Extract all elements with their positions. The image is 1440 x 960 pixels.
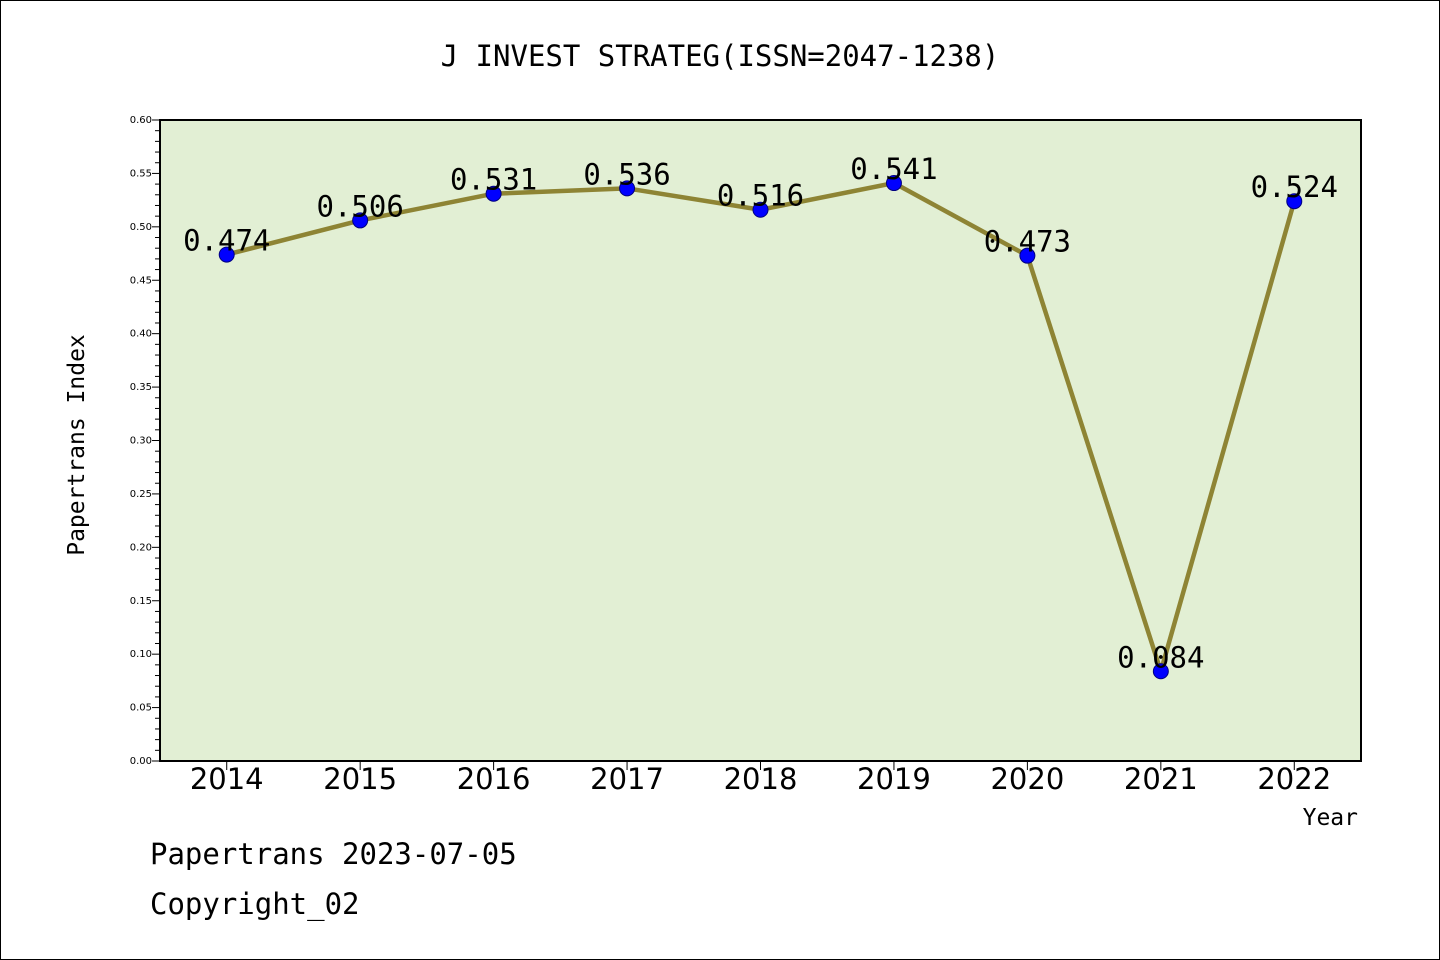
x-tick-label: 2020 [990,762,1064,796]
y-tick-label: 0.35 [130,382,152,393]
data-label: 0.084 [1117,640,1204,674]
x-tick-label: 2017 [590,762,664,796]
y-tick-label: 0.10 [130,649,152,660]
data-label: 0.474 [183,224,270,258]
chart-title: J INVEST STRATEG(ISSN=2047-1238) [441,39,1000,73]
y-tick-label: 0.50 [130,222,152,233]
y-tick-label: 0.05 [130,703,152,714]
data-point-marker [485,185,502,202]
y-tick-label: 0.40 [130,329,152,340]
data-label: 0.536 [583,157,670,191]
series-line-group: 0.474 0.506 0.531 0.536 0.516 0.541 0.473 0.084… [183,152,1338,680]
y-tick-label: 0.45 [130,275,152,286]
x-tick-label: 2021 [1124,762,1198,796]
data-point-marker [352,212,369,229]
footer-date-text: Papertrans 2023-07-05 [150,837,517,871]
x-axis-label: Year [1303,805,1358,831]
data-point-marker [885,175,902,192]
data-point-marker [1286,193,1303,210]
x-tick-label: 2018 [724,762,798,796]
data-label: 0.541 [850,152,937,186]
x-tick-label: 2019 [857,762,931,796]
y-tick-label: 0.15 [130,596,152,607]
y-axis: 0.00 0.05 0.10 0.15 0.20 0.25 0.30 0.35 0.40 0.45… [130,115,160,767]
x-axis: 2014 2015 2016 2017 2018 2019 2020 2021 2022 [190,761,1331,796]
y-tick-label: 0.20 [130,542,152,553]
x-tick-label: 2016 [457,762,531,796]
y-tick-label: 0.25 [130,489,152,500]
data-point-marker [1019,247,1036,264]
data-label: 0.473 [984,225,1071,259]
x-tick-label: 2015 [323,762,397,796]
x-tick-label: 2022 [1257,762,1331,796]
y-tick-label: 0.55 [130,168,152,179]
x-tick-label: 2014 [190,762,264,796]
data-label: 0.516 [717,179,804,213]
y-axis-label: Papertrans Index [64,334,90,556]
footer-copyright-text: Copyright_02 [150,887,360,922]
data-label: 0.524 [1251,170,1338,204]
y-tick-label: 0.00 [130,756,152,767]
data-label: 0.531 [450,163,537,197]
data-point-marker [752,201,769,218]
data-point-marker [218,246,235,263]
y-tick-label: 0.30 [130,436,152,447]
y-tick-label: 0.60 [130,115,152,126]
data-point-marker [1152,663,1169,680]
data-label: 0.506 [317,189,404,223]
data-point-marker [619,180,636,197]
